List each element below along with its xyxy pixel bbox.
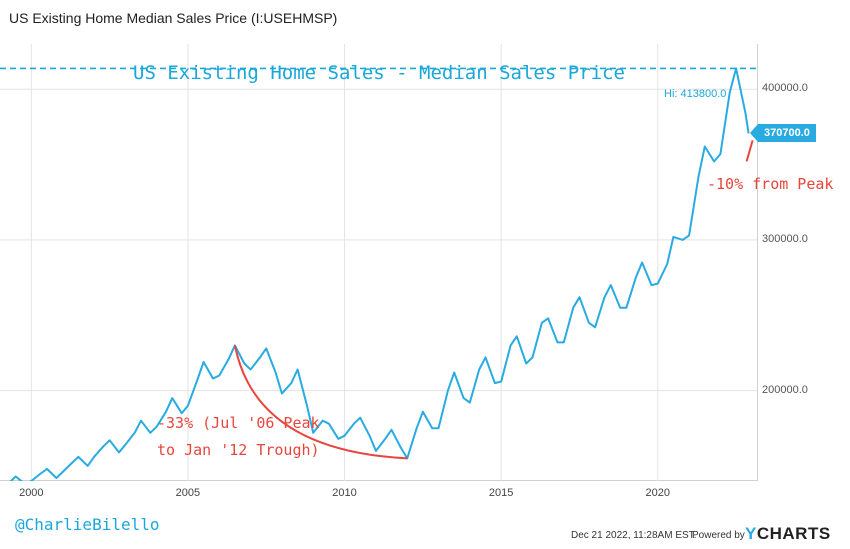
- last-value-badge: 370700.0: [750, 124, 816, 143]
- chart-title: US Existing Home Sales - Median Sales Pr…: [133, 62, 625, 84]
- ycharts-logo-y: Y: [745, 524, 757, 543]
- plot-area[interactable]: [0, 44, 758, 481]
- high-value-label: Hi: 413800.0: [664, 88, 727, 100]
- chart-header-title: US Existing Home Median Sales Price (I:U…: [9, 10, 338, 26]
- ycharts-logo-text: CHARTS: [756, 524, 831, 543]
- crash-annotation-line1: -33% (Jul '06 Peak: [157, 414, 320, 432]
- peak-drop-arrow: [745, 140, 754, 162]
- crash-annotation-curve: [233, 345, 408, 460]
- y-tick-label-200000: 200000.0: [762, 383, 808, 396]
- footer-powered-by: Powered by: [692, 530, 745, 541]
- author-watermark: @CharlieBilello: [15, 515, 160, 534]
- x-tick-label-2005: 2005: [175, 487, 201, 499]
- series-line-median-price: [9, 67, 750, 481]
- ycharts-logo[interactable]: YCHARTS: [745, 524, 831, 544]
- x-tick-label-2020: 2020: [645, 487, 671, 499]
- x-tick-label-2010: 2010: [332, 487, 357, 499]
- x-tick-label-2015: 2015: [488, 487, 514, 499]
- x-tick-label-2000: 2000: [19, 487, 44, 499]
- peak-drop-annotation: -10% from Peak: [707, 175, 834, 193]
- line-chart: [0, 44, 758, 481]
- y-tick-label-300000: 300000.0: [762, 232, 808, 245]
- y-tick-label-400000: 400000.0: [762, 82, 808, 95]
- footer-timestamp: Dec 21 2022, 11:28AM EST.: [571, 530, 697, 541]
- crash-annotation-line2: to Jan '12 Trough): [157, 441, 320, 459]
